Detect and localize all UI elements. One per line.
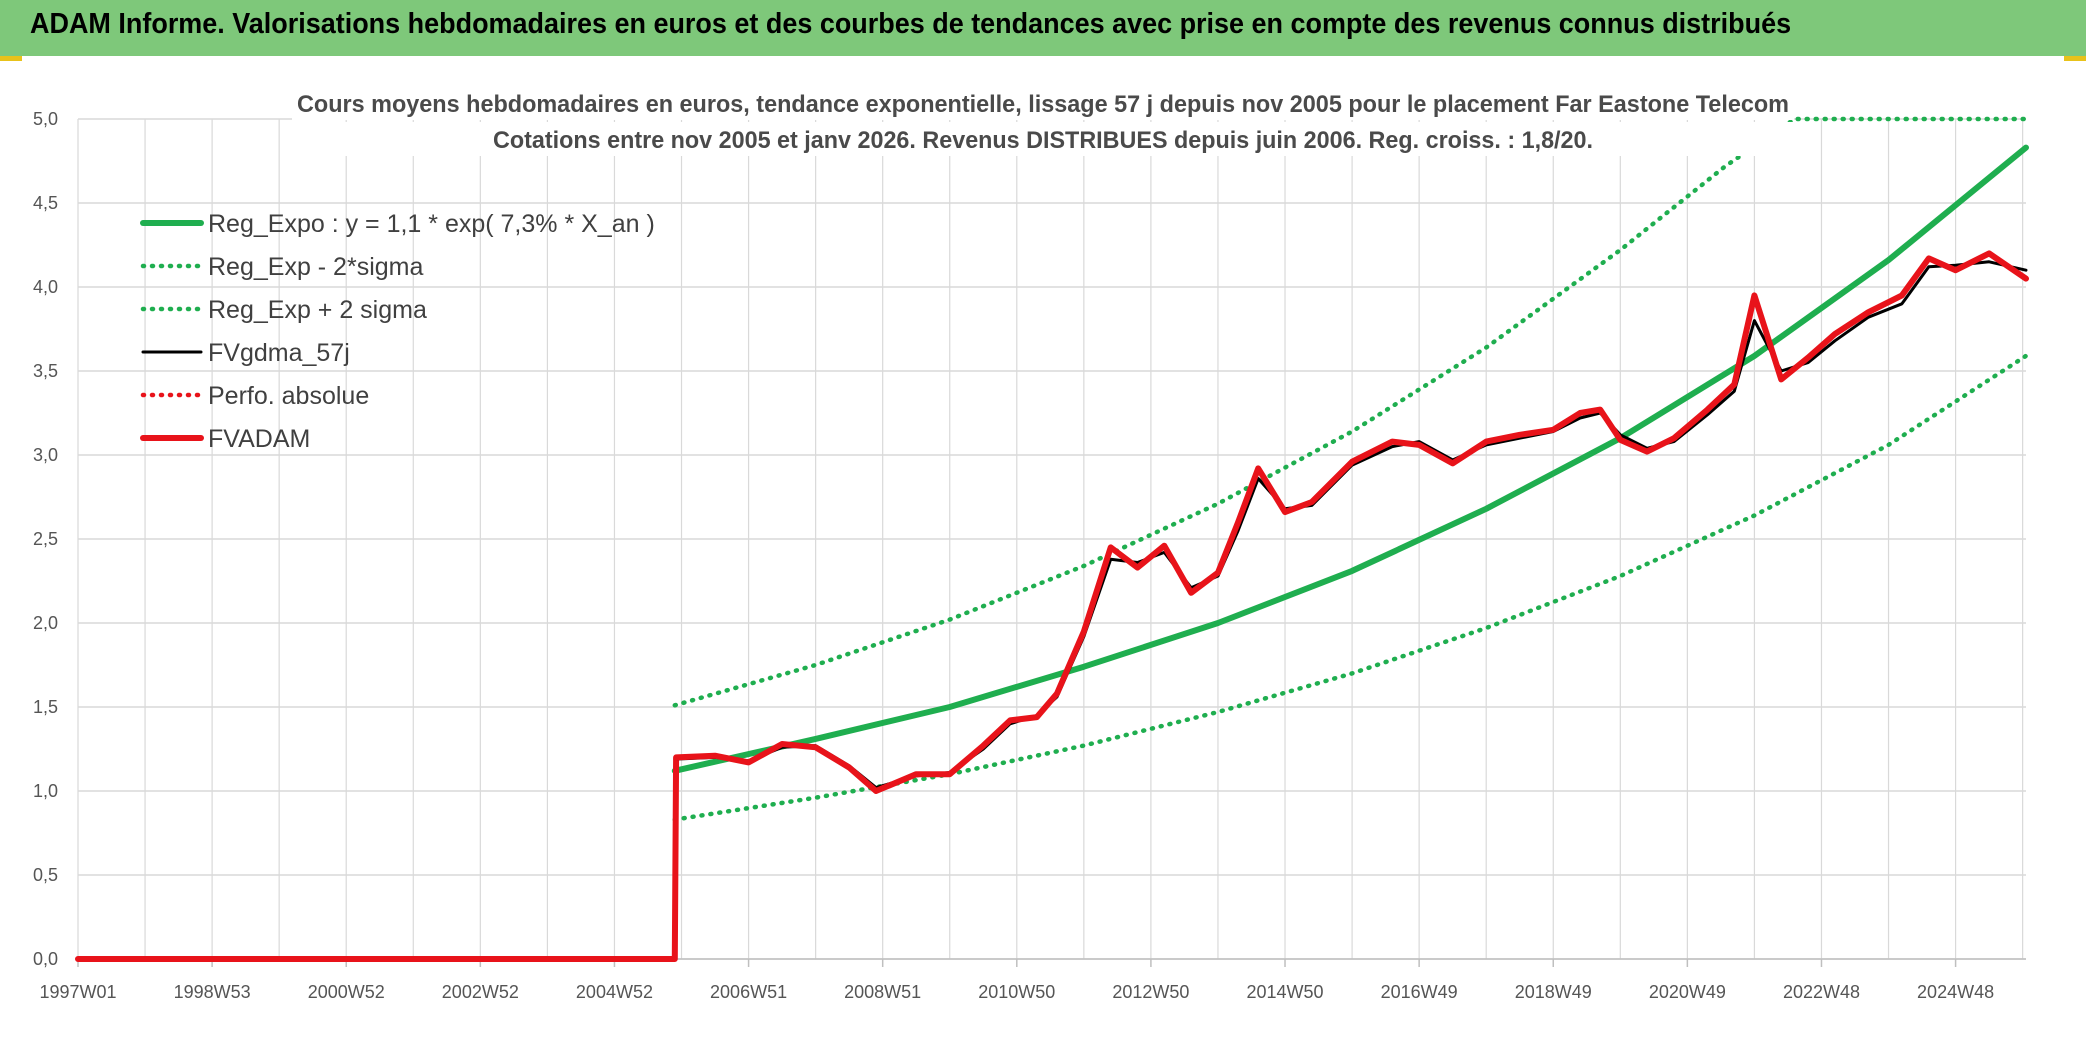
y-tick-label: 2,5 — [33, 529, 58, 549]
series-line-2 — [672, 116, 2029, 708]
x-tick-label: 2002W52 — [442, 982, 519, 1002]
page-title: ADAM Informe. Valorisations hebdomadaire… — [30, 8, 1792, 40]
x-tick-label: 1998W53 — [174, 982, 251, 1002]
series — [75, 116, 2029, 962]
x-tick-label: 2022W48 — [1783, 982, 1860, 1002]
title-backing — [292, 86, 1794, 120]
x-tick-label: 2006W51 — [710, 982, 787, 1002]
x-tick-label: 2014W50 — [1246, 982, 1323, 1002]
x-tick-label: 2000W52 — [308, 982, 385, 1002]
header-bar: ADAM Informe. Valorisations hebdomadaire… — [0, 0, 2086, 56]
title-backing — [292, 122, 1794, 156]
legend-label: FVgdma_57j — [208, 339, 350, 367]
corner-mark-left — [0, 56, 22, 61]
y-tick-label: 3,0 — [33, 445, 58, 465]
x-tick-label: 2016W49 — [1381, 982, 1458, 1002]
series-line-5 — [75, 250, 2029, 962]
legend-label: Perfo. absolue — [208, 382, 369, 410]
x-tick-label: 2012W50 — [1112, 982, 1189, 1002]
x-tick-label: 2018W49 — [1515, 982, 1592, 1002]
y-tick-label: 2,0 — [33, 613, 58, 633]
y-tick-label: 4,0 — [33, 277, 58, 297]
x-tick-label: 1997W01 — [39, 982, 116, 1002]
grid — [77, 118, 2026, 960]
series-line-4 — [75, 251, 2029, 962]
chart-title-line: Cours moyens hebdomadaires en euros, ten… — [297, 91, 1789, 118]
y-tick-label: 0,0 — [33, 949, 58, 969]
y-tick-label: 3,5 — [33, 361, 58, 381]
x-tick-label: 2008W51 — [844, 982, 921, 1002]
legend: Reg_Expo : y = 1,1 * exp( 7,3% * X_an ) R… — [140, 210, 655, 453]
x-tick-label: 2010W50 — [978, 982, 1055, 1002]
chart-title: Cours moyens hebdomadaires en euros, ten… — [292, 86, 1794, 156]
axes: 0,0 0,5 1,0 1,5 2,0 2,5 3,0 3,5 4,0 4,5 5,0 1997W01… — [33, 109, 2026, 1002]
legend-label: Reg_Exp - 2*sigma — [208, 253, 423, 281]
legend-label: Reg_Expo : y = 1,1 * exp( 7,3% * X_an ) — [208, 210, 655, 238]
chart-title-line: Cotations entre nov 2005 et janv 2026. R… — [493, 127, 1593, 154]
y-tick-label: 1,5 — [33, 697, 58, 717]
x-tick-label: 2020W49 — [1649, 982, 1726, 1002]
series-line-1 — [672, 353, 2029, 822]
legend-label: FVADAM — [208, 425, 310, 453]
y-tick-label: 1,0 — [33, 781, 58, 801]
x-tick-label: 2004W52 — [576, 982, 653, 1002]
series-line-0 — [671, 144, 2029, 774]
y-tick-label: 5,0 — [33, 109, 58, 129]
legend-label: Reg_Exp + 2 sigma — [208, 296, 427, 324]
x-tick-label: 2024W48 — [1917, 982, 1994, 1002]
corner-mark-right — [2064, 56, 2086, 61]
line-chart: 0,0 0,5 1,0 1,5 2,0 2,5 3,0 3,5 4,0 4,5 5,0 1997W01… — [33, 86, 2029, 1002]
y-tick-label: 0,5 — [33, 865, 58, 885]
y-tick-label: 4,5 — [33, 193, 58, 213]
